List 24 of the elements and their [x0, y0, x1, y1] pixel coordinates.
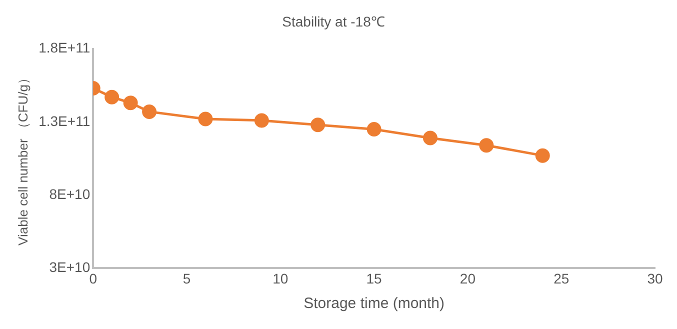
y-tick-label: 3E+10: [49, 259, 90, 276]
x-tick-label: 5: [182, 270, 191, 286]
point: [535, 148, 550, 163]
y-tick-label: 8E+10: [49, 186, 90, 202]
point: [310, 118, 326, 132]
x-tick-label: 25: [554, 270, 570, 286]
point: [142, 104, 157, 119]
x-tick-label: 30: [647, 270, 663, 286]
point: [254, 113, 269, 128]
x-tick-label: 10: [272, 270, 288, 286]
x-tick-label: 0: [89, 270, 98, 286]
x-tick-label: 20: [460, 270, 476, 286]
point: [104, 90, 120, 104]
point: [123, 96, 138, 110]
y-tick-label: 1.3E+11: [38, 112, 90, 129]
point: [366, 122, 382, 136]
point: [198, 112, 213, 126]
y-axis-title: Viable cell number （CFU/g）: [15, 72, 30, 246]
point: [422, 130, 438, 146]
point: [479, 138, 494, 153]
x-axis-title: Storage time (month): [304, 295, 445, 312]
y-tick-label: 1.8E+11: [38, 40, 90, 56]
x-tick-label: 15: [366, 270, 382, 286]
chart-title: Stability at -18℃: [282, 13, 385, 30]
